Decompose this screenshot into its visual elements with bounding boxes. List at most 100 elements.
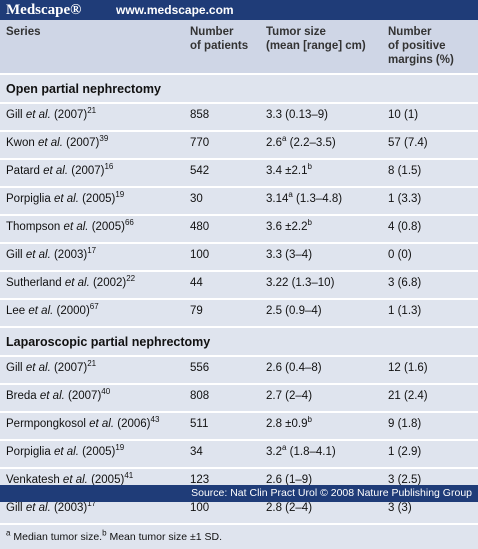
series-cell: Breda et al. (2007)40 [0, 384, 184, 413]
margins-cell: 1 (3.3) [382, 187, 478, 216]
text: Permpongkosol [6, 418, 86, 430]
tumor-cell: 3.3 (3–4) [260, 243, 382, 272]
italic: et al. [43, 165, 69, 177]
header-line: of patients [190, 40, 249, 52]
superscript: a [288, 190, 293, 200]
superscript: a [282, 134, 287, 144]
text: 2.5 (0.9–4) [266, 305, 322, 317]
superscript: 43 [150, 415, 160, 425]
data-row: Porpiglia et al. (2005)19 30 3.14a (1.3–4.… [0, 187, 478, 216]
superscript: 21 [87, 359, 97, 369]
footnote-row: a Median tumor size.b Mean tumor size ±1… [0, 524, 478, 549]
header-line: Number [190, 26, 234, 38]
brand: Medscape® [6, 2, 82, 18]
text: Mean tumor size ±1 SD. [109, 531, 223, 543]
series-cell: Permpongkosol et al. (2006)43 [0, 412, 184, 441]
text: 2.8 (2–4) [266, 502, 313, 514]
footer-bar: Source: Nat Clin Pract Urol © 2008 Natur… [0, 485, 478, 502]
text: 2.6 [266, 137, 282, 149]
tumor-cell: 3.4 ±2.1b [260, 159, 382, 188]
text: (2007) [68, 390, 102, 402]
text: Porpiglia [6, 446, 51, 458]
text: Kwon [6, 137, 35, 149]
italic: et al. [62, 474, 88, 486]
text: (2000) [56, 305, 90, 317]
text: Patard [6, 165, 40, 177]
column-header: Number of positive margins (%) [382, 20, 478, 75]
data-row: Thompson et al. (2005)66 480 3.6 ±2.2b 4 (0… [0, 215, 478, 244]
text: 3.3 (3–4) [266, 249, 313, 261]
text: Breda [6, 390, 37, 402]
series-cell: Thompson et al. (2005)66 [0, 215, 184, 244]
italic: et al. [53, 193, 79, 205]
header-line: Series [6, 26, 41, 38]
text: (2006) [117, 418, 151, 430]
text: Gill [6, 502, 23, 514]
superscript: b [307, 218, 312, 228]
text: 2.7 (2–4) [266, 390, 313, 402]
header-line: margins (%) [388, 54, 454, 66]
series-cell: Kwon et al. (2007)39 [0, 131, 184, 160]
series-cell: Gill et al. (2007)21 [0, 103, 184, 132]
text: (2005) [91, 221, 125, 233]
italic: et al. [39, 390, 65, 402]
patients-cell: 858 [184, 103, 260, 132]
header-line: Number [388, 26, 432, 38]
patients-cell: 480 [184, 215, 260, 244]
data-row: Gill et al. (2003)17 100 3.3 (3–4) 0 (0) [0, 243, 478, 272]
superscript: 19 [115, 443, 125, 453]
data-row: Patard et al. (2007)16 542 3.4 ±2.1b 8 (1.5… [0, 159, 478, 188]
data-row: Porpiglia et al. (2005)19 34 3.2a (1.8–4.1… [0, 440, 478, 469]
text: Porpiglia [6, 193, 51, 205]
series-cell: Gill et al. (2003)17 [0, 243, 184, 272]
patients-cell: 44 [184, 271, 260, 300]
margins-cell: 1 (2.9) [382, 440, 478, 469]
patients-cell: 100 [184, 243, 260, 272]
text: (2007) [71, 165, 105, 177]
superscript: 21 [87, 106, 97, 116]
text: (2002) [92, 277, 127, 289]
italic: et al. [64, 277, 90, 289]
series-cell: Gill et al. (2007)21 [0, 356, 184, 385]
text: (2007) [66, 137, 100, 149]
margins-cell: 4 (0.8) [382, 215, 478, 244]
header-row: Series Number of patients Tumor size (mean [… [0, 20, 478, 75]
tumor-cell: 3.3 (0.13–9) [260, 103, 382, 132]
table: Series Number of patients Tumor size (mean [… [0, 20, 478, 549]
patients-cell: 556 [184, 356, 260, 385]
tumor-cell: 3.6 ±2.2b [260, 215, 382, 244]
italic: et al. [37, 137, 63, 149]
margins-cell: 21 (2.4) [382, 384, 478, 413]
superscript: b [307, 162, 312, 172]
margins-cell: 12 (1.6) [382, 356, 478, 385]
text: 3.3 (0.13–9) [266, 109, 329, 121]
footnote: a Median tumor size.b Mean tumor size ±1… [0, 524, 478, 549]
patients-cell: 30 [184, 187, 260, 216]
text: 3.4 ±2.1 [266, 165, 308, 177]
italic: et al. [25, 362, 51, 374]
section-title: Laparoscopic partial nephrectomy [0, 327, 478, 357]
margins-cell: 57 (7.4) [382, 131, 478, 160]
text: 2.8 ±0.9 [266, 418, 308, 430]
superscript: a [6, 528, 11, 538]
url: www.medscape.com [116, 3, 234, 17]
margins-cell: 9 (1.8) [382, 412, 478, 441]
text: 2.6 (0.4–8) [266, 362, 322, 374]
header-line: (mean [range] cm) [266, 40, 366, 52]
data-row: Breda et al. (2007)40 808 2.7 (2–4) 21 (2.4… [0, 384, 478, 413]
superscript: 66 [124, 218, 134, 228]
series-cell: Porpiglia et al. (2005)19 [0, 187, 184, 216]
section-row: Laparoscopic partial nephrectomy [0, 327, 478, 357]
superscript: 17 [87, 246, 97, 256]
margins-cell: 1 (1.3) [382, 299, 478, 328]
text: Gill [6, 362, 23, 374]
italic: et al. [63, 221, 89, 233]
text: Lee [6, 305, 26, 317]
margins-cell: 8 (1.5) [382, 159, 478, 188]
text: 3.22 (1.3–10) [266, 277, 335, 289]
patients-cell: 542 [184, 159, 260, 188]
text: Sutherland [6, 277, 62, 289]
data-row: Permpongkosol et al. (2006)43 511 2.8 ±0.9… [0, 412, 478, 441]
column-header: Number of patients [184, 20, 260, 75]
